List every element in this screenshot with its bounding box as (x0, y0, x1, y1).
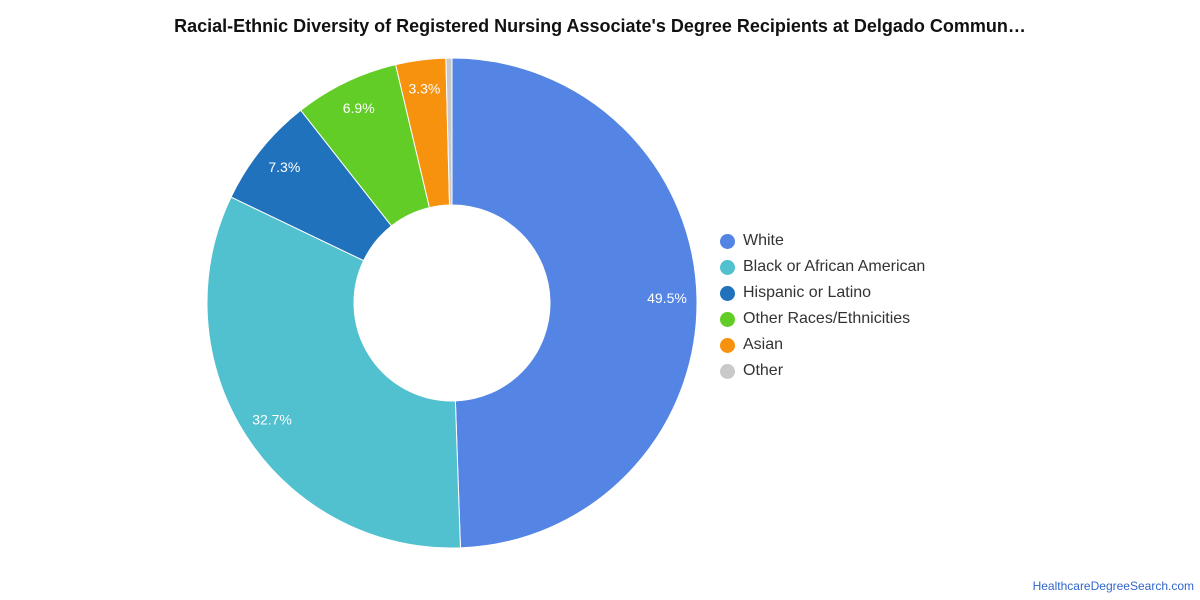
legend-swatch (720, 311, 735, 327)
legend-item-hispanic-or-latino[interactable]: Hispanic or Latino (720, 280, 925, 306)
donut-slice-black-or-african-american[interactable] (206, 196, 461, 549)
legend-swatch (720, 363, 735, 379)
legend-label: Other Races/Ethnicities (743, 310, 911, 327)
donut-slice-white[interactable] (451, 57, 698, 549)
slice-data-label: 49.5% (647, 290, 687, 306)
legend-item-other-races-ethnicities[interactable]: Other Races/Ethnicities (720, 306, 925, 332)
legend-swatch (720, 259, 735, 275)
donut-slices (206, 57, 698, 549)
legend-label: Asian (743, 336, 784, 353)
slice-data-label: 32.7% (252, 411, 292, 427)
slice-data-label: 7.3% (268, 159, 300, 175)
source-link[interactable]: HealthcareDegreeSearch.com (1032, 579, 1194, 593)
legend-item-white[interactable]: White (720, 228, 925, 254)
legend: White Black or African American Hispanic… (720, 228, 925, 384)
legend-label: Hispanic or Latino (743, 284, 872, 301)
slice-data-label: 3.3% (408, 80, 440, 96)
legend-item-other[interactable]: Other (720, 358, 925, 384)
legend-swatch (720, 285, 735, 301)
donut-data-labels: 49.5% 32.7% 7.3% 6.9% 3.3% (252, 80, 687, 427)
legend-label: Black or African American (743, 258, 926, 275)
legend-item-black-or-african-american[interactable]: Black or African American (720, 254, 925, 280)
legend-item-asian[interactable]: Asian (720, 332, 925, 358)
slice-data-label: 6.9% (343, 100, 375, 116)
legend-label: Other (743, 362, 784, 379)
donut-slice-other[interactable] (445, 57, 453, 206)
legend-swatch (720, 233, 735, 249)
legend-swatch (720, 337, 735, 353)
chart-title: Racial-Ethnic Diversity of Registered Nu… (174, 16, 1026, 36)
legend-label: White (743, 232, 784, 249)
